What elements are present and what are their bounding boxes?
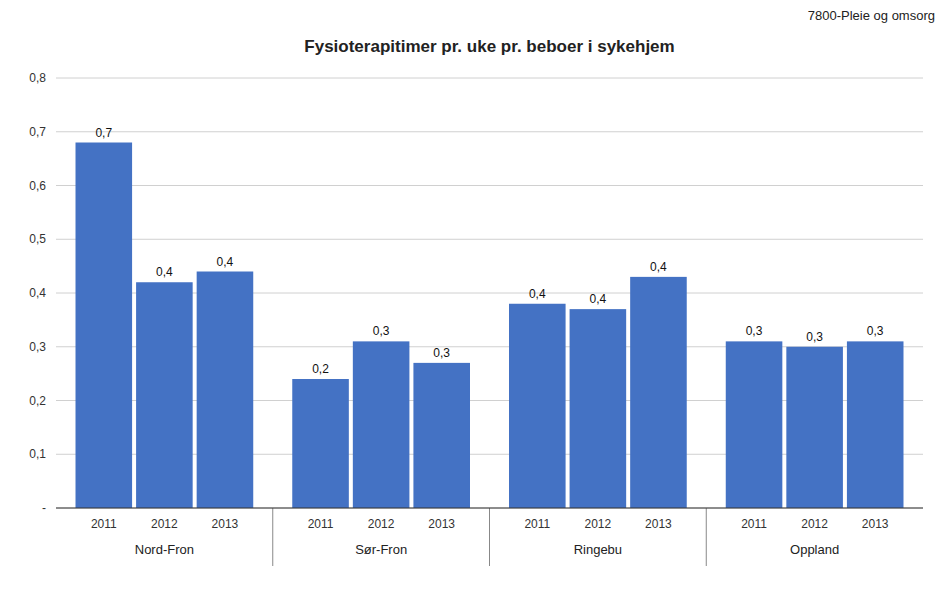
bar — [136, 282, 193, 508]
data-label: 0,3 — [373, 324, 390, 338]
x-group-label: Ringebu — [574, 542, 622, 557]
grid-line — [56, 131, 923, 132]
x-group-label: Nord-Fron — [135, 542, 194, 557]
x-sub-label: 2011 — [524, 517, 550, 531]
x-group-label: Oppland — [790, 542, 839, 557]
bar — [197, 272, 254, 509]
data-label: 0,4 — [529, 287, 546, 301]
x-sub-label: 2011 — [741, 517, 767, 531]
labels: 0,7 2011 0,4 2012 0,4 2013 Nord-Fron 0,2 2011 0,3… — [91, 126, 889, 558]
grid-line — [56, 508, 923, 509]
bar — [413, 363, 470, 508]
x-sub-label: 2012 — [151, 517, 178, 531]
x-sub-label: 2012 — [368, 517, 395, 531]
x-axis-line — [56, 508, 923, 509]
title: Fysioterapitimer pr. uke pr. beboer i sy… — [304, 37, 674, 56]
grid-line — [56, 239, 923, 240]
x-sub-label: 2013 — [645, 517, 672, 531]
group-separator — [489, 508, 490, 566]
bar — [509, 304, 566, 508]
x-sub-label: 2013 — [862, 517, 889, 531]
bar — [786, 347, 843, 508]
bar — [847, 341, 904, 508]
y-tick-label: - — [42, 501, 46, 515]
y-tick-label: 0,2 — [29, 394, 46, 408]
subtitle: 7800-Pleie og omsorg — [808, 8, 935, 23]
y-tick-label: 0,7 — [29, 125, 46, 139]
x-sub-label: 2012 — [585, 517, 612, 531]
chart-container: Fysioterapitimer pr. uke pr. beboer i sy… — [0, 0, 947, 604]
y-tick-label: 0,5 — [29, 232, 46, 246]
data-label: 0,3 — [806, 330, 823, 344]
data-label: 0,2 — [312, 362, 329, 376]
data-label: 0,3 — [746, 324, 763, 338]
grid — [56, 78, 923, 508]
y-tick-label: 0,8 — [29, 71, 46, 85]
grid-line — [56, 185, 923, 186]
data-label: 0,3 — [867, 324, 884, 338]
data-label: 0,4 — [156, 265, 173, 279]
x-sub-label: 2011 — [91, 517, 117, 531]
y-tick-label: 0,1 — [29, 447, 46, 461]
data-label: 0,3 — [433, 346, 450, 360]
x-group-label: Sør-Fron — [355, 542, 407, 557]
x-sub-label: 2013 — [428, 517, 455, 531]
bars — [76, 143, 904, 509]
bar — [630, 277, 687, 508]
bar — [726, 341, 783, 508]
y-tick-label: 0,6 — [29, 179, 46, 193]
group-separator — [272, 508, 273, 566]
y-tick-label: 0,4 — [29, 286, 46, 300]
chart-svg: Fysioterapitimer pr. uke pr. beboer i sy… — [0, 0, 947, 604]
bar — [76, 143, 133, 509]
bar — [570, 309, 627, 508]
data-label: 0,7 — [95, 126, 112, 140]
data-label: 0,4 — [590, 292, 607, 306]
data-label: 0,4 — [217, 255, 234, 269]
group-separator — [706, 508, 707, 566]
grid-line — [56, 78, 923, 79]
data-label: 0,4 — [650, 260, 667, 274]
x-sub-label: 2013 — [212, 517, 239, 531]
x-sub-label: 2011 — [308, 517, 334, 531]
bar — [292, 379, 349, 508]
y-tick-label: 0,3 — [29, 340, 46, 354]
bar — [353, 341, 410, 508]
x-sub-label: 2012 — [801, 517, 828, 531]
